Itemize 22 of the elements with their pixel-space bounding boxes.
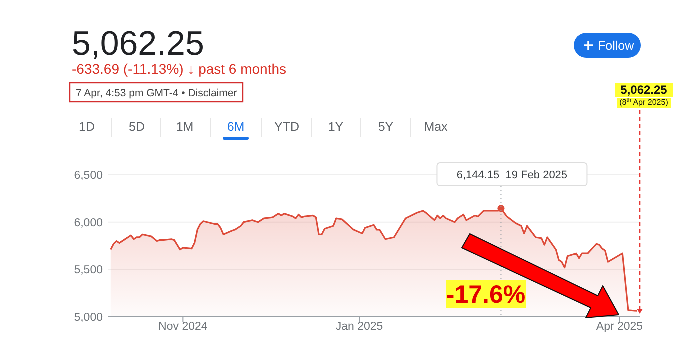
x-tick-label: Nov 2024 <box>158 321 208 333</box>
y-tick-label: 6,500 <box>74 170 103 182</box>
text: 1Y <box>328 120 344 134</box>
chart-subtitle: -633.69 (-11.13%) ↓ past 6 months <box>72 61 287 77</box>
text: 5Y <box>378 120 394 134</box>
chart-title: 5,062.25 <box>72 25 204 63</box>
text: 1D <box>79 120 95 134</box>
y-tick-label: 5,500 <box>74 264 103 277</box>
y-tick-label: 6,000 <box>74 217 103 230</box>
x-tick-label: Jan 2025 <box>336 321 384 333</box>
text: Follow <box>598 39 636 53</box>
text: YTD <box>274 120 300 134</box>
text: Max <box>424 120 449 134</box>
text: 1M <box>176 120 194 134</box>
text: 5D <box>129 120 145 134</box>
x-tick-label: Apr 2025 <box>596 321 644 333</box>
y-tick-label: 5,000 <box>74 312 103 324</box>
text: 7 Apr, 4:53 pm GMT-4 • Disclaimer <box>76 88 238 100</box>
ref-line-label: 5,062.25 (8$^{th}$ Apr 2025) <box>620 83 669 107</box>
text: 6M <box>227 120 245 134</box>
annotation: 6,144.15 19 Feb 2025 <box>456 170 568 182</box>
annotation: -17.6% <box>446 281 526 309</box>
